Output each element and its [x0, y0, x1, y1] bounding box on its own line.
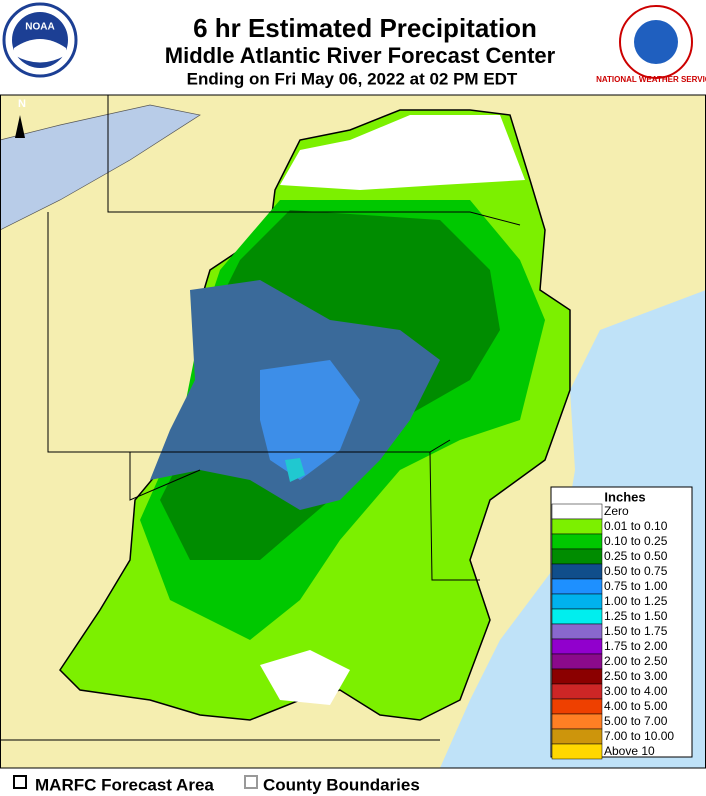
legend-label: 0.25 to 0.50: [604, 549, 668, 563]
subtitle: Middle Atlantic River Forecast Center: [165, 43, 556, 68]
legend-label: 7.00 to 10.00: [604, 729, 674, 743]
legend-swatch: [551, 533, 603, 550]
precip-zero-south: [260, 650, 350, 705]
noaa-bird: [14, 39, 66, 63]
legend-swatch: [551, 593, 603, 610]
precip-075-100: [260, 360, 360, 480]
state-line: [429, 451, 480, 581]
legend-label: 1.75 to 2.00: [604, 639, 668, 653]
legend-label: 1.50 to 1.75: [604, 624, 668, 638]
legend-swatch: [551, 653, 603, 670]
legend-label: 0.75 to 1.00: [604, 579, 668, 593]
legend-swatch: [551, 638, 603, 655]
legend-label: 0.50 to 0.75: [604, 564, 668, 578]
legend-swatch: [551, 623, 603, 640]
nws-text: NATIONAL WEATHER SERVICE: [596, 75, 706, 84]
precip-100-125: [285, 458, 305, 482]
forecast-area-key: [13, 775, 27, 789]
north-arrow: [15, 115, 25, 138]
legend-label: 0.10 to 0.25: [604, 534, 668, 548]
noaa-text: NOAA: [25, 22, 54, 33]
lake: [0, 104, 201, 231]
legend-label: 1.00 to 1.25: [604, 594, 668, 608]
legend-swatch: [551, 698, 603, 715]
legend-swatch: [551, 728, 603, 745]
state-line: [47, 212, 451, 453]
legend-label: 1.25 to 1.50: [604, 609, 668, 623]
map: N: [0, 94, 706, 769]
legend-label: 2.00 to 2.50: [604, 654, 668, 668]
legend-swatch: [551, 743, 603, 760]
legend-swatch: [551, 503, 603, 520]
legend-swatch: [551, 713, 603, 730]
valid-time: Ending on Fri May 06, 2022 at 02 PM EDT: [187, 69, 518, 88]
legend-swatch: [551, 548, 603, 565]
legend-label: 4.00 to 5.00: [604, 699, 668, 713]
legend-label: 3.00 to 4.00: [604, 684, 668, 698]
legend-swatch: [551, 683, 603, 700]
nws-logo-inner: [634, 20, 678, 64]
legend-label: Zero: [604, 504, 629, 518]
state-line: [129, 452, 201, 501]
title: 6 hr Estimated Precipitation: [193, 13, 537, 43]
legend-label: 0.01 to 0.10: [604, 519, 668, 533]
legend-swatch: [551, 518, 603, 535]
legend-label: 5.00 to 7.00: [604, 714, 668, 728]
footer-item: MARFC Forecast Area: [35, 775, 214, 794]
footer-item: County Boundaries: [263, 775, 420, 794]
legend-label: Above 10: [604, 744, 655, 758]
legend-swatch: [551, 578, 603, 595]
legend-title: Inches: [604, 489, 645, 504]
state-line: [107, 95, 521, 226]
legend-swatch: [551, 668, 603, 685]
legend-swatch: [551, 563, 603, 580]
north-label: N: [18, 98, 26, 110]
legend-swatch: [551, 608, 603, 625]
legend-label: 2.50 to 3.00: [604, 669, 668, 683]
state-lines: [0, 95, 521, 741]
precip-zero-north: [280, 115, 525, 190]
county-key: [244, 775, 258, 789]
